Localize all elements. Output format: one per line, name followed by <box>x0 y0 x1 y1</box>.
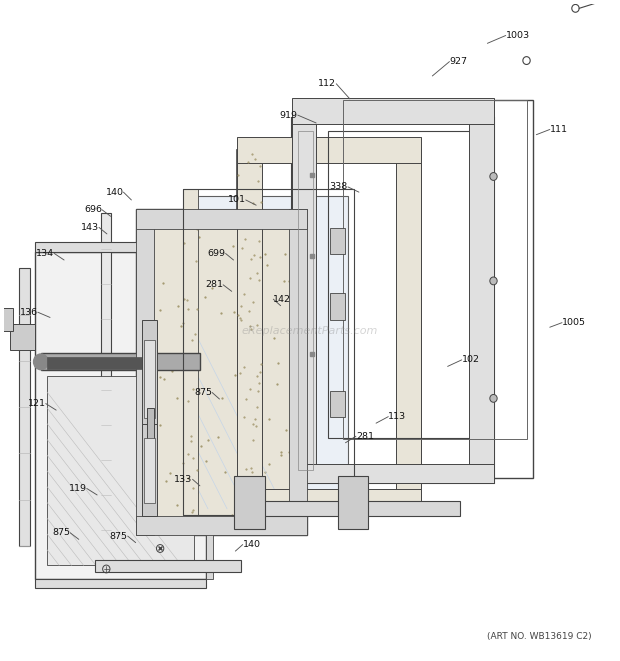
Polygon shape <box>144 438 154 503</box>
Text: eReplacementParts.com: eReplacementParts.com <box>242 325 378 336</box>
Circle shape <box>490 173 497 180</box>
Polygon shape <box>144 340 154 418</box>
Polygon shape <box>330 228 345 254</box>
Polygon shape <box>95 561 241 572</box>
Text: 919: 919 <box>280 110 298 120</box>
Polygon shape <box>288 209 307 535</box>
Polygon shape <box>35 578 206 588</box>
Text: 119: 119 <box>69 484 87 493</box>
Polygon shape <box>142 215 301 529</box>
Text: 1005: 1005 <box>562 318 586 327</box>
Polygon shape <box>206 253 213 578</box>
Polygon shape <box>102 214 111 566</box>
Text: 699: 699 <box>208 249 226 258</box>
Polygon shape <box>19 268 30 546</box>
Text: 142: 142 <box>273 295 291 303</box>
Polygon shape <box>35 253 206 578</box>
Text: 281: 281 <box>205 280 223 290</box>
Text: 112: 112 <box>318 79 336 89</box>
Polygon shape <box>41 354 200 369</box>
Polygon shape <box>237 137 421 163</box>
Text: 140: 140 <box>105 188 123 196</box>
Polygon shape <box>136 209 307 535</box>
Polygon shape <box>291 98 494 124</box>
Polygon shape <box>136 516 307 535</box>
Polygon shape <box>47 357 150 369</box>
Text: 113: 113 <box>388 412 407 421</box>
Text: 133: 133 <box>174 475 193 484</box>
Polygon shape <box>47 376 194 565</box>
Polygon shape <box>237 150 262 502</box>
Polygon shape <box>291 463 494 483</box>
Polygon shape <box>237 490 421 502</box>
Polygon shape <box>469 118 494 483</box>
Polygon shape <box>183 189 198 516</box>
Polygon shape <box>142 424 157 516</box>
Polygon shape <box>234 477 265 529</box>
Text: 102: 102 <box>462 356 480 364</box>
Text: 143: 143 <box>81 223 99 232</box>
Text: 101: 101 <box>228 196 246 204</box>
Text: 121: 121 <box>28 399 46 408</box>
Text: 927: 927 <box>450 57 467 66</box>
Circle shape <box>490 395 497 403</box>
Polygon shape <box>396 150 421 502</box>
Text: 875: 875 <box>194 388 212 397</box>
Polygon shape <box>142 320 157 438</box>
Text: 875: 875 <box>52 528 70 537</box>
Text: 1003: 1003 <box>506 31 530 40</box>
Polygon shape <box>35 243 206 253</box>
Circle shape <box>33 354 48 369</box>
Text: (ART NO. WB13619 C2): (ART NO. WB13619 C2) <box>487 631 591 641</box>
Polygon shape <box>189 196 348 509</box>
Polygon shape <box>147 408 154 444</box>
Polygon shape <box>11 324 35 350</box>
Text: 134: 134 <box>36 249 55 258</box>
Polygon shape <box>291 118 316 483</box>
Text: 136: 136 <box>20 308 38 317</box>
Polygon shape <box>0 307 14 330</box>
Polygon shape <box>237 501 460 516</box>
Text: 875: 875 <box>110 531 128 541</box>
Polygon shape <box>337 477 368 529</box>
Polygon shape <box>330 293 345 319</box>
Text: 281: 281 <box>356 432 374 441</box>
Polygon shape <box>136 209 307 229</box>
Text: 696: 696 <box>84 206 102 214</box>
Text: 140: 140 <box>242 540 261 549</box>
Polygon shape <box>136 209 154 535</box>
Text: 111: 111 <box>550 125 568 134</box>
Polygon shape <box>330 391 345 418</box>
Circle shape <box>490 277 497 285</box>
Text: 338: 338 <box>330 182 348 192</box>
